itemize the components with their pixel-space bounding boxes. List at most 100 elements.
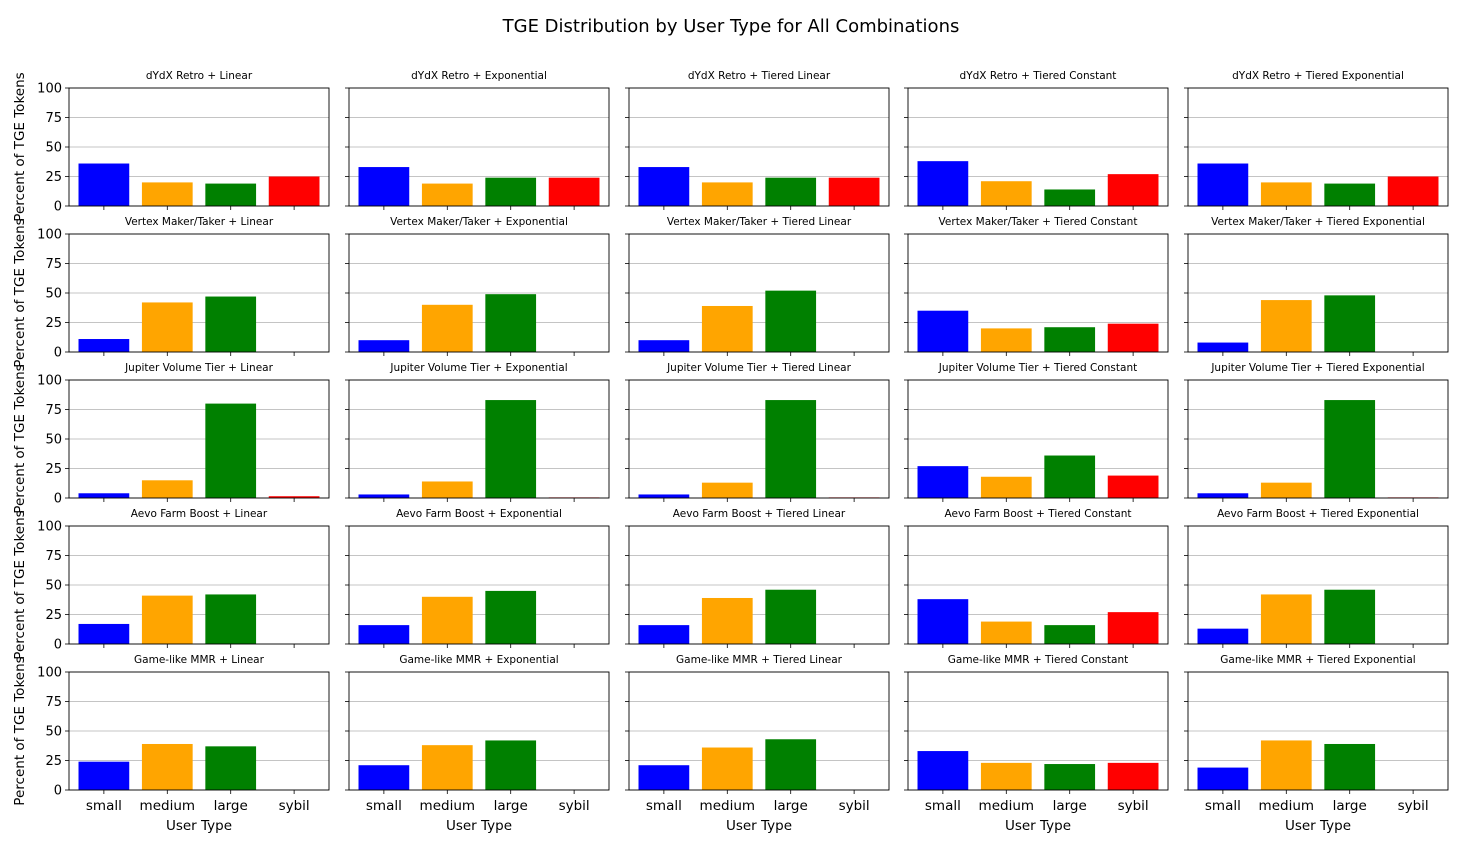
axes-frame bbox=[1187, 671, 1449, 791]
x-tick-label: large bbox=[774, 798, 808, 814]
y-tick-label: 100 bbox=[37, 520, 62, 535]
bar-medium bbox=[421, 745, 473, 790]
y-axis-label: Percent of TGE Tokens bbox=[12, 656, 28, 805]
bar-small bbox=[917, 310, 969, 352]
subplot-21: Game-like MMR + Linear 0 25 50 75 100 small med… bbox=[12, 654, 330, 834]
x-tick-label: small bbox=[366, 798, 402, 814]
bar-small bbox=[917, 751, 969, 790]
bar-medium bbox=[980, 621, 1032, 644]
x-tick-label: large bbox=[1333, 798, 1367, 814]
subplot-6: Vertex Maker/Taker + Linear 0 25 50 75 100 Per… bbox=[12, 216, 330, 368]
subplot-title: Aevo Farm Boost + Tiered Constant bbox=[945, 508, 1132, 520]
bar-large bbox=[1044, 625, 1096, 644]
bar-medium bbox=[1260, 482, 1312, 498]
bar-small bbox=[78, 339, 130, 352]
axes-frame bbox=[348, 379, 610, 499]
y-tick-label: 25 bbox=[45, 316, 62, 331]
x-tick-label: large bbox=[1053, 798, 1087, 814]
bar-medium bbox=[141, 743, 193, 790]
subplot-20: Aevo Farm Boost + Tiered Exponential bbox=[1184, 508, 1449, 648]
x-tick-label: small bbox=[1205, 798, 1241, 814]
subplot-16: Aevo Farm Boost + Linear 0 25 50 75 100 Percen… bbox=[12, 508, 330, 660]
y-tick-label: 50 bbox=[45, 725, 62, 740]
x-tick-label: small bbox=[86, 798, 122, 814]
axes-frame bbox=[1187, 87, 1449, 207]
subplot-title: Game-like MMR + Linear bbox=[134, 654, 265, 666]
bar-small bbox=[358, 167, 410, 206]
subplot-10: Vertex Maker/Taker + Tiered Exponential bbox=[1184, 216, 1449, 356]
bar-small bbox=[917, 466, 969, 498]
bar-large bbox=[205, 594, 257, 644]
bar-small bbox=[1197, 342, 1249, 352]
bar-medium bbox=[701, 305, 753, 352]
x-tick-label: sybil bbox=[1118, 798, 1149, 814]
bar-small bbox=[78, 493, 130, 498]
subplot-title: Jupiter Volume Tier + Tiered Constant bbox=[938, 362, 1137, 374]
subplot-grid: dYdX Retro + Linear 0 25 50 75 100 Percent of … bbox=[12, 70, 1449, 834]
bar-medium bbox=[980, 328, 1032, 352]
bar-large bbox=[1324, 295, 1376, 352]
x-tick-label: sybil bbox=[279, 798, 310, 814]
subplot-title: Game-like MMR + Tiered Linear bbox=[676, 654, 843, 666]
x-tick-label: large bbox=[494, 798, 528, 814]
axes-frame bbox=[348, 525, 610, 645]
bar-small bbox=[917, 161, 969, 206]
axes-frame bbox=[628, 87, 890, 207]
y-tick-label: 25 bbox=[45, 754, 62, 769]
subplot-title: Jupiter Volume Tier + Tiered Exponential bbox=[1210, 362, 1424, 374]
subplot-3: dYdX Retro + Tiered Linear bbox=[625, 70, 890, 210]
bar-large bbox=[485, 740, 537, 790]
bar-medium bbox=[1260, 740, 1312, 790]
bar-medium bbox=[1260, 300, 1312, 352]
subplot-title: Aevo Farm Boost + Exponential bbox=[396, 508, 562, 520]
bar-medium bbox=[1260, 594, 1312, 644]
axes-frame bbox=[628, 379, 890, 499]
subplot-title: dYdX Retro + Tiered Exponential bbox=[1232, 70, 1404, 82]
subplot-title: Vertex Maker/Taker + Linear bbox=[125, 216, 274, 228]
axes-frame bbox=[68, 671, 330, 791]
y-tick-label: 50 bbox=[45, 579, 62, 594]
bar-large bbox=[485, 294, 537, 352]
bar-medium bbox=[421, 481, 473, 498]
subplot-13: Jupiter Volume Tier + Tiered Linear bbox=[625, 362, 890, 502]
x-tick-label: small bbox=[646, 798, 682, 814]
subplot-title: Vertex Maker/Taker + Tiered Exponential bbox=[1211, 216, 1425, 228]
subplot-25: Game-like MMR + Tiered Exponential small m… bbox=[1184, 654, 1449, 834]
axes-frame bbox=[628, 525, 890, 645]
bar-small bbox=[358, 765, 410, 790]
bar-large bbox=[1324, 743, 1376, 790]
axes-frame bbox=[907, 525, 1169, 645]
subplot-title: Game-like MMR + Tiered Constant bbox=[948, 654, 1129, 666]
bar-small bbox=[638, 765, 690, 790]
bar-small bbox=[358, 340, 410, 352]
bar-medium bbox=[701, 597, 753, 644]
y-tick-label: 50 bbox=[45, 287, 62, 302]
axes-frame bbox=[1187, 379, 1449, 499]
bar-sybil bbox=[1107, 174, 1159, 206]
subplot-title: Vertex Maker/Taker + Tiered Constant bbox=[939, 216, 1138, 228]
subplot-title: Jupiter Volume Tier + Tiered Linear bbox=[666, 362, 852, 374]
subplot-5: dYdX Retro + Tiered Exponential bbox=[1184, 70, 1449, 210]
bar-large bbox=[205, 296, 257, 352]
bar-small bbox=[78, 623, 130, 644]
bar-medium bbox=[141, 302, 193, 352]
y-tick-label: 25 bbox=[45, 608, 62, 623]
bar-medium bbox=[141, 595, 193, 644]
subplot-title: dYdX Retro + Tiered Constant bbox=[960, 70, 1117, 82]
bar-sybil bbox=[1107, 323, 1159, 352]
figure-title: TGE Distribution by User Type for All Co… bbox=[502, 16, 960, 37]
y-tick-label: 100 bbox=[37, 82, 62, 97]
bar-small bbox=[358, 494, 410, 498]
subplot-8: Vertex Maker/Taker + Tiered Linear bbox=[625, 216, 890, 356]
bar-large bbox=[205, 746, 257, 790]
y-tick-label: 0 bbox=[54, 346, 62, 361]
subplot-title: Vertex Maker/Taker + Tiered Linear bbox=[667, 216, 852, 228]
axes-frame bbox=[68, 379, 330, 499]
x-axis-label: User Type bbox=[726, 818, 792, 834]
bar-large bbox=[765, 589, 817, 644]
bar-large bbox=[1324, 400, 1376, 498]
bar-large bbox=[1044, 455, 1096, 498]
axes-frame bbox=[68, 87, 330, 207]
x-tick-label: sybil bbox=[1398, 798, 1429, 814]
x-tick-label: medium bbox=[140, 798, 195, 814]
